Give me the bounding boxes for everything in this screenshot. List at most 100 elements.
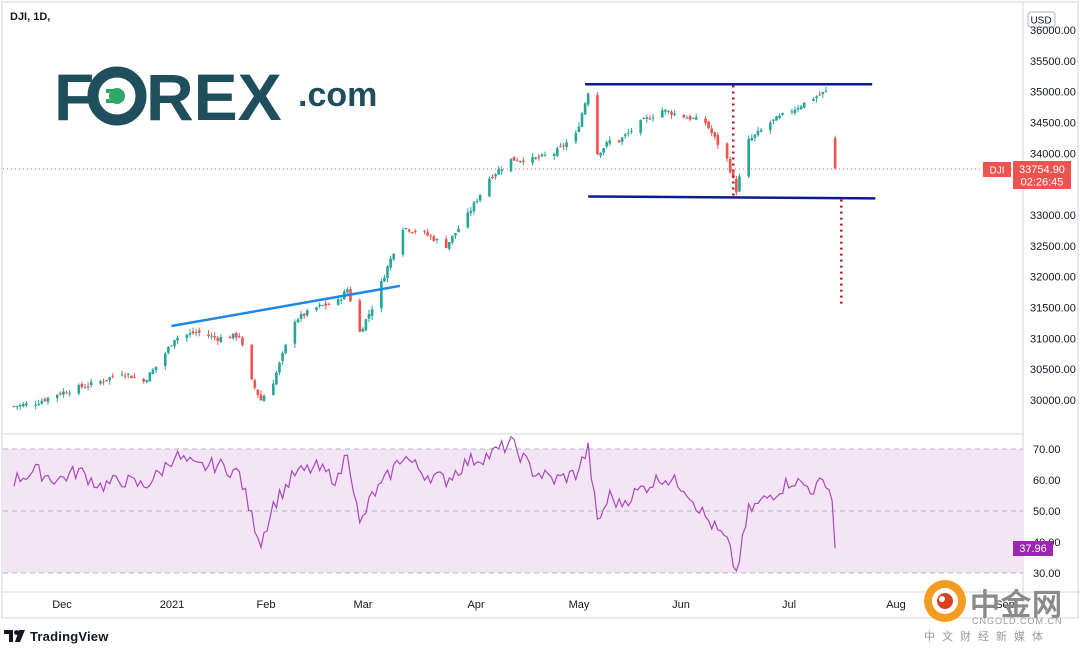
tradingview-icon <box>4 630 25 642</box>
candle <box>281 351 284 366</box>
rsi-tick-label: 70.00 <box>1033 444 1061 456</box>
last-price-box <box>1013 161 1071 189</box>
candle <box>500 166 504 175</box>
candle <box>447 241 451 251</box>
candle-body <box>608 140 612 144</box>
candle <box>753 134 757 142</box>
rsi-current-box <box>1013 541 1053 556</box>
candle <box>89 378 93 388</box>
candle-body <box>716 135 720 145</box>
candle <box>197 327 201 337</box>
candle <box>296 317 300 324</box>
watermark-subtitle: 中文财经新媒体 <box>924 631 1050 643</box>
channel-bottom-line[interactable] <box>588 195 876 200</box>
candle-body <box>812 99 815 101</box>
candle-body <box>799 106 803 110</box>
candle-body <box>21 403 25 407</box>
rsi-current-badge: 37.96 <box>1013 541 1053 556</box>
support-trendline[interactable] <box>171 284 401 328</box>
candle <box>55 394 59 403</box>
candle-body <box>802 102 806 108</box>
candle-body <box>275 372 278 385</box>
candle <box>815 95 818 103</box>
candle <box>772 119 775 125</box>
time-tick-label: Dec <box>52 599 72 611</box>
candle-body <box>111 375 115 377</box>
candle-body <box>18 404 22 407</box>
candle-body <box>497 169 500 175</box>
candle <box>238 333 241 339</box>
candlestick-series <box>12 86 837 410</box>
candle-body <box>386 266 389 279</box>
candle <box>620 136 624 146</box>
candle <box>80 381 84 390</box>
candle <box>599 152 602 159</box>
candle-body <box>667 110 670 112</box>
candle <box>59 391 62 396</box>
candle-body <box>599 152 602 156</box>
candle-body <box>815 96 818 99</box>
candle <box>210 332 213 340</box>
candle-body <box>833 137 837 169</box>
candle <box>18 403 22 410</box>
candle-body <box>605 142 609 147</box>
candle-body <box>543 155 547 157</box>
candle-body <box>685 117 689 119</box>
candle <box>707 120 710 129</box>
candle-body <box>389 258 392 268</box>
rsi-line <box>13 435 836 572</box>
time-tick-label: Aug <box>886 599 906 611</box>
candle-body <box>145 380 149 383</box>
price-axis[interactable]: 36000.00 35500.00 35000.00 34500.00 34000.00… <box>1030 25 1076 407</box>
candle <box>602 147 605 156</box>
price-tick-label: 31500.00 <box>1030 303 1076 315</box>
candle <box>488 176 491 198</box>
candle <box>642 116 646 120</box>
candle-body <box>142 378 145 382</box>
currency-badge[interactable] <box>1027 11 1056 28</box>
candle <box>120 370 124 377</box>
candle <box>704 116 707 126</box>
candle-body <box>447 241 451 249</box>
candle <box>802 102 806 109</box>
candle-body <box>515 160 519 162</box>
candle <box>713 131 717 140</box>
candle-body <box>108 377 111 381</box>
candle-body <box>488 178 491 197</box>
candle-body <box>238 335 241 337</box>
candle <box>176 335 179 345</box>
symbol-title: DJI, 1D, <box>10 11 50 23</box>
candle <box>40 397 44 405</box>
candle <box>133 373 136 378</box>
candle <box>407 228 411 233</box>
candle-body <box>756 130 760 135</box>
candle-body <box>324 303 328 306</box>
candle <box>423 229 426 235</box>
candle <box>191 327 195 336</box>
candle <box>142 377 145 384</box>
candle-body <box>602 148 605 153</box>
price-tick-label: 35500.00 <box>1030 56 1076 68</box>
candle <box>664 109 667 116</box>
candle <box>401 227 405 258</box>
candle-body <box>173 340 176 347</box>
candle <box>818 90 822 96</box>
candle-body <box>383 277 386 282</box>
candle <box>262 394 266 402</box>
candle <box>361 326 365 332</box>
candle <box>167 345 170 355</box>
candle <box>392 253 396 261</box>
candle <box>466 208 470 229</box>
price-tick-label: 34500.00 <box>1030 118 1076 130</box>
candle-body <box>469 210 473 213</box>
candle <box>414 228 417 235</box>
tradingview-brand[interactable]: TradingView <box>4 626 109 646</box>
candle-body <box>250 344 253 380</box>
candle-body <box>651 117 655 119</box>
time-axis[interactable]: Dec 2021 Feb Mar Apr May Jun Jul Aug Sep <box>52 599 1015 611</box>
candle <box>185 334 189 342</box>
candle <box>404 227 408 230</box>
candle-body <box>210 335 213 337</box>
